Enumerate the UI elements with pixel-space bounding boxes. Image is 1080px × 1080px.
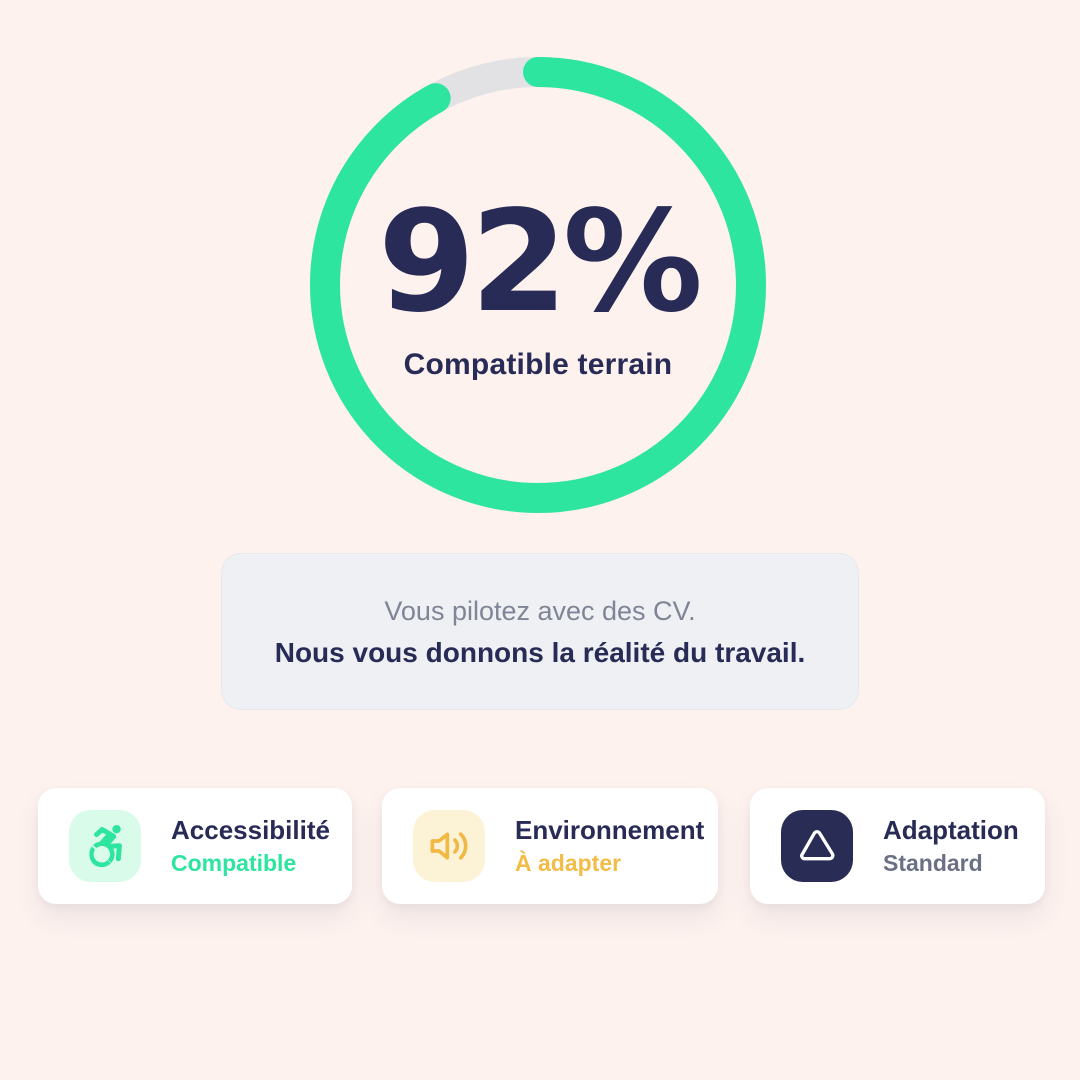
- gauge-center: 92% Compatible terrain: [308, 55, 768, 515]
- card-status: Standard: [883, 850, 983, 876]
- gauge-progress-arc: [310, 57, 766, 513]
- card-text-accessibilite: Accessibilité Compatible: [171, 815, 330, 877]
- card-environnement[interactable]: Environnement À adapter: [382, 788, 718, 904]
- card-text-adaptation: Adaptation Standard: [883, 815, 1019, 877]
- volume-icon: [430, 832, 468, 860]
- card-text-environnement: Environnement À adapter: [515, 815, 704, 877]
- gauge-ring: [310, 57, 766, 513]
- card-title: Adaptation: [883, 815, 1019, 845]
- tagline-box: Vous pilotez avec des CV. Nous vous donn…: [221, 553, 859, 710]
- compatibility-gauge: 92% Compatible terrain: [308, 55, 768, 515]
- card-title: Accessibilité: [171, 815, 330, 845]
- accessibility-icon-tile: [69, 810, 141, 882]
- card-title: Environnement: [515, 815, 705, 845]
- gauge-percent-value: 92%: [377, 181, 703, 344]
- tagline-line2: Nous vous donnons la réalité du travail.: [274, 636, 806, 668]
- card-status: Compatible: [171, 850, 297, 876]
- card-adaptation[interactable]: Adaptation Standard: [750, 788, 1045, 904]
- wheelchair-icon: [88, 825, 122, 867]
- card-status: À adapter: [515, 850, 622, 876]
- tagline-line1: Vous pilotez avec des CV.: [384, 595, 696, 626]
- card-accessibilite[interactable]: Accessibilité Compatible: [38, 788, 352, 904]
- triangle-icon: [799, 830, 835, 861]
- adaptation-icon-tile: [781, 810, 853, 882]
- gauge-caption: Compatible terrain: [403, 348, 673, 381]
- environment-icon-tile: [413, 810, 485, 882]
